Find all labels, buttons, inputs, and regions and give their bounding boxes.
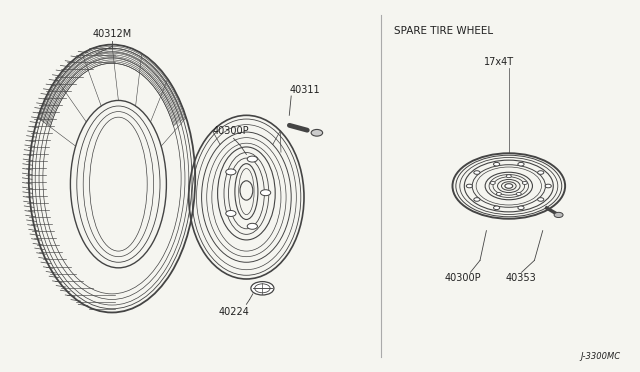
Text: 40312M: 40312M xyxy=(92,29,132,39)
Circle shape xyxy=(260,190,271,196)
Circle shape xyxy=(538,198,544,201)
Circle shape xyxy=(516,192,521,195)
Text: 40353: 40353 xyxy=(506,273,536,283)
Ellipse shape xyxy=(251,282,274,295)
Circle shape xyxy=(538,171,544,174)
Circle shape xyxy=(506,175,511,178)
Text: J-3300MC: J-3300MC xyxy=(580,352,621,361)
Circle shape xyxy=(493,163,500,166)
Circle shape xyxy=(226,211,236,217)
Circle shape xyxy=(226,169,236,175)
Circle shape xyxy=(518,206,524,209)
Circle shape xyxy=(545,184,551,188)
Circle shape xyxy=(247,223,257,229)
Circle shape xyxy=(493,206,500,209)
Text: SPARE TIRE WHEEL: SPARE TIRE WHEEL xyxy=(394,26,493,36)
Circle shape xyxy=(474,171,480,174)
Circle shape xyxy=(522,182,527,185)
Circle shape xyxy=(490,182,495,185)
Circle shape xyxy=(247,156,257,162)
Text: 40311: 40311 xyxy=(289,85,320,95)
Text: 17x4T: 17x4T xyxy=(484,57,515,67)
Circle shape xyxy=(505,184,513,188)
Text: 40300P: 40300P xyxy=(445,273,481,283)
Circle shape xyxy=(497,192,501,195)
Circle shape xyxy=(467,184,472,188)
Circle shape xyxy=(474,198,480,201)
Circle shape xyxy=(311,129,323,136)
Text: 40300P: 40300P xyxy=(212,126,249,136)
Circle shape xyxy=(518,163,524,166)
Circle shape xyxy=(554,212,563,218)
Text: 40224: 40224 xyxy=(218,307,249,317)
